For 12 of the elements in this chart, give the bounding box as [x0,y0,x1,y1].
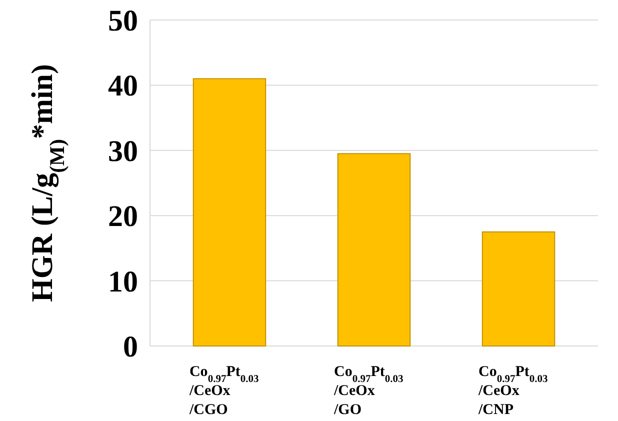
x-tick-label: Co$_{0.97}$Pt$_{0.03}$ /CeOx /GO [333,364,404,418]
bar [337,153,411,346]
y-tick-label: 30 [108,134,138,168]
y-tick-label: 10 [108,265,138,298]
y-tick-label: 20 [108,200,138,234]
y-tick-label: 50 [108,4,138,38]
y-tick-label: 0 [123,330,138,364]
x-tick-label: Co$_{0.97}$Pt$_{0.03}$ /CeOx /CGO [188,364,259,418]
bar [192,78,266,346]
x-tick-label: Co$_{0.97}$Pt$_{0.03}$ /CeOx /CNP [478,364,548,418]
bar [482,231,556,346]
y-tick-label: 40 [108,70,138,103]
